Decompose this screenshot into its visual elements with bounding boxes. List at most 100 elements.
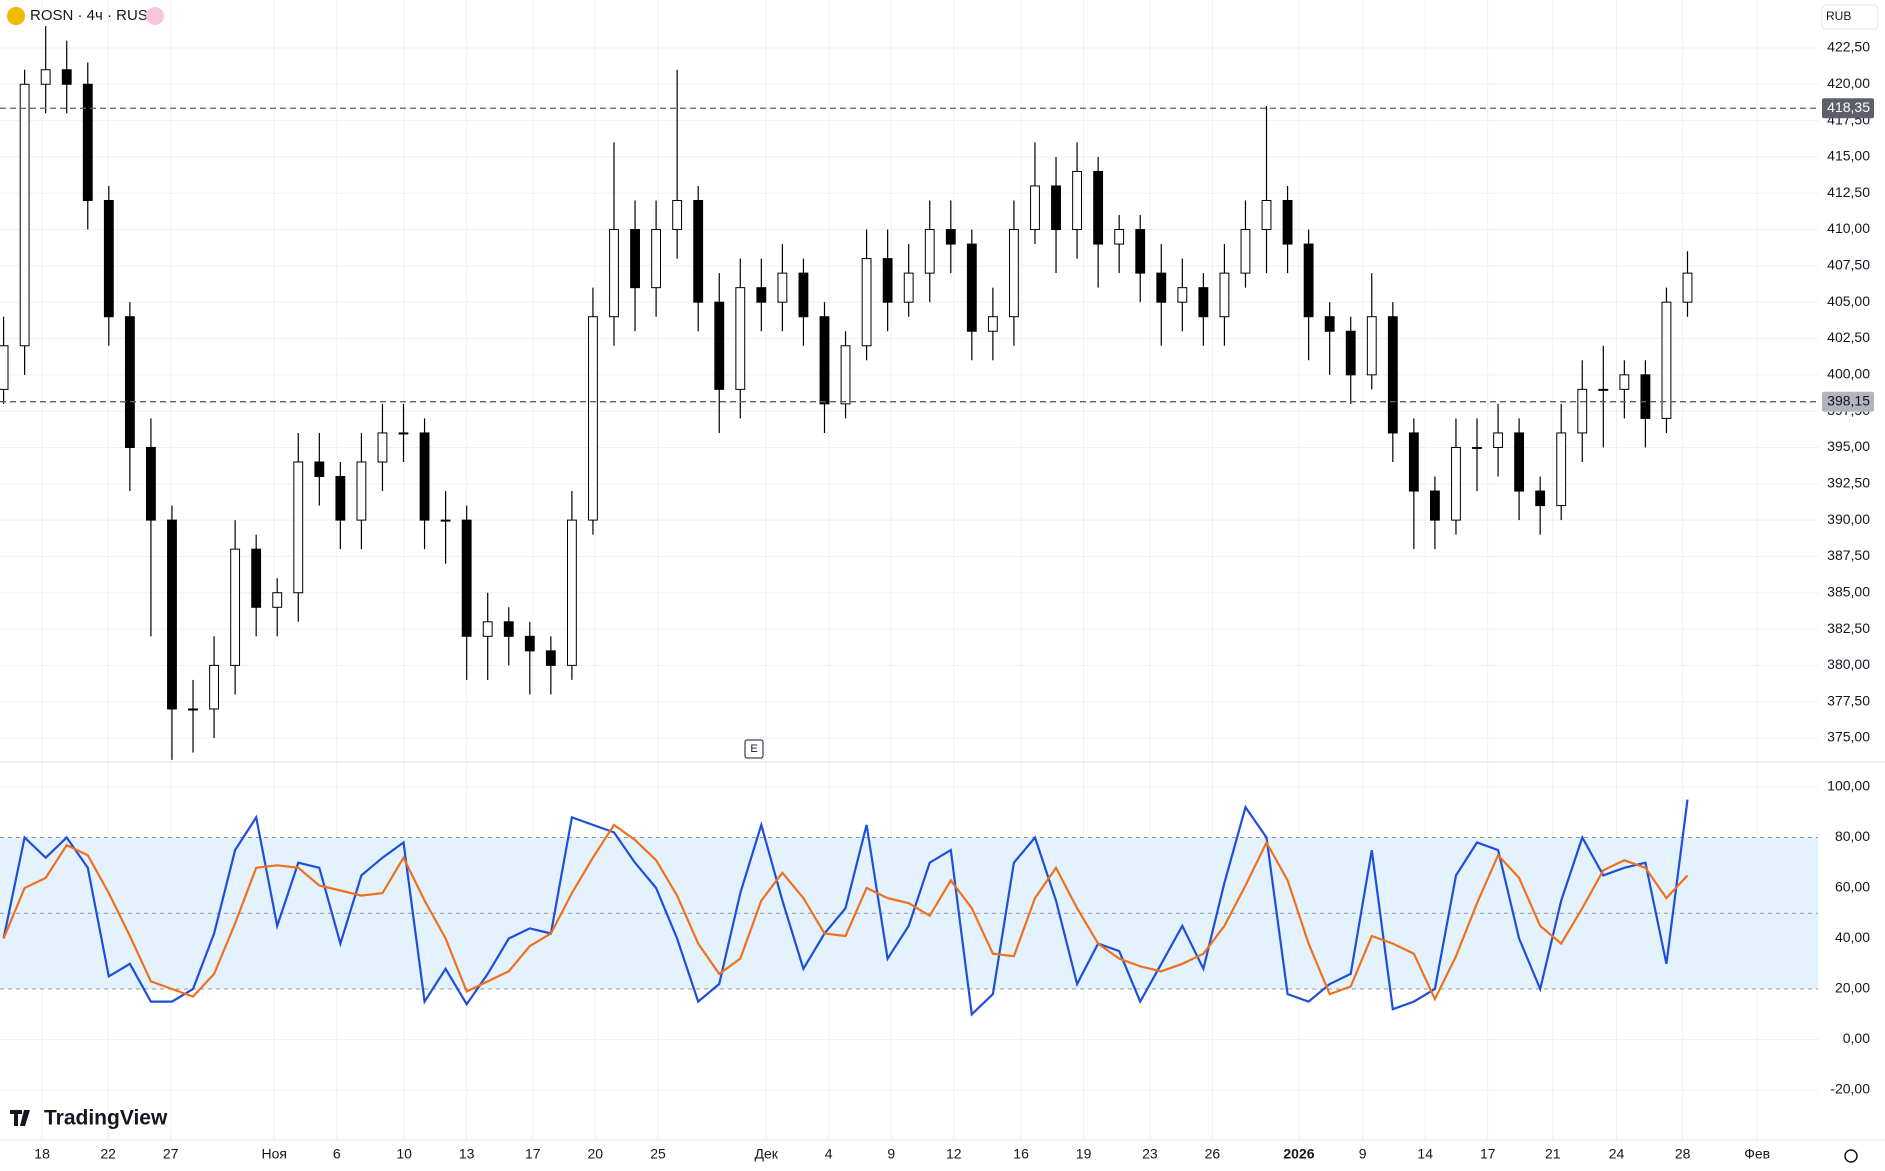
price-line-label-box	[1822, 98, 1874, 119]
candle-body	[167, 519, 177, 710]
x-tick-label: 10	[396, 1146, 412, 1162]
candle-body	[251, 548, 262, 608]
candle-body	[861, 258, 872, 347]
x-tick-label: 9	[887, 1146, 895, 1162]
candle-body	[735, 287, 746, 390]
x-tick-label: 9	[1359, 1146, 1367, 1162]
currency-button[interactable]	[1821, 4, 1879, 30]
watermark: TradingView	[44, 1107, 168, 1130]
y-tick-label: 382,50	[1827, 620, 1870, 636]
candle-body	[19, 83, 30, 347]
y-tick-label: 400,00	[1827, 366, 1870, 382]
candle-body	[440, 519, 451, 522]
x-tick-label: 17	[525, 1146, 541, 1162]
candle-body	[1451, 446, 1461, 521]
candle-body	[945, 229, 956, 245]
x-tick-label: 18	[34, 1146, 50, 1162]
candle-body	[272, 592, 283, 608]
candle-body	[1619, 374, 1630, 390]
indicator-tick-label: 80,00	[1835, 828, 1870, 844]
x-tick-label: 16	[1013, 1146, 1029, 1162]
candle-body	[1240, 229, 1251, 274]
candle-body	[419, 432, 430, 521]
x-tick-label: 12	[946, 1146, 962, 1162]
symbol-title: ROSN · 4ч · RUS	[30, 7, 148, 24]
x-tick-label: 17	[1480, 1146, 1496, 1162]
candle-body	[1387, 316, 1398, 434]
indicator-line	[2, 823, 1689, 1002]
candle-body	[40, 69, 51, 85]
candle-body	[609, 229, 619, 318]
candle-body	[882, 258, 893, 303]
candle-body	[377, 432, 388, 463]
candle-body	[566, 519, 577, 666]
x-tick-label: 24	[1609, 1146, 1625, 1162]
x-tick-label: 20	[587, 1146, 603, 1162]
candle-body	[1156, 272, 1167, 303]
candle-body	[903, 272, 914, 303]
x-tick-label: Ноя	[262, 1146, 287, 1162]
y-tick-label: 392,50	[1827, 474, 1870, 490]
currency-label[interactable]: RUB	[1826, 9, 1851, 23]
candle-body	[1324, 316, 1335, 332]
candle-body	[840, 345, 851, 405]
y-tick-label: 422,50	[1827, 39, 1870, 55]
x-tick-label: 14	[1417, 1146, 1433, 1162]
candle-body	[1429, 490, 1440, 521]
indicator-tick-label: 60,00	[1835, 879, 1870, 895]
status-icon	[146, 7, 164, 25]
x-tick-label: Дек	[754, 1146, 778, 1162]
candle-body	[1177, 287, 1188, 303]
candle-body	[293, 461, 304, 594]
candle-body	[756, 287, 767, 303]
indicator-tick-label: 100,00	[1827, 778, 1870, 794]
candle-body	[335, 476, 346, 521]
x-tick-label: 21	[1545, 1146, 1561, 1162]
candle-body	[1219, 272, 1230, 318]
y-tick-label: 385,00	[1827, 583, 1870, 599]
candle-body	[1282, 199, 1293, 245]
x-tick-label: 6	[333, 1146, 341, 1162]
candle-body	[1366, 316, 1377, 376]
x-tick-label: 19	[1076, 1146, 1092, 1162]
candle-body	[1640, 374, 1651, 419]
candle-body	[124, 316, 135, 448]
symbol-icon	[7, 7, 25, 25]
candle-body	[924, 229, 935, 274]
event-marker-box[interactable]	[744, 739, 764, 759]
candle-body	[1030, 185, 1040, 231]
candle-body	[1408, 432, 1419, 492]
candle-body	[1535, 490, 1546, 507]
y-tick-label: 395,00	[1827, 438, 1870, 454]
y-tick-label: 387,50	[1827, 547, 1870, 563]
x-tick-label: 26	[1205, 1146, 1221, 1162]
y-tick-label: 380,00	[1827, 656, 1870, 672]
y-tick-label: 390,00	[1827, 511, 1870, 527]
candle-body	[1303, 243, 1314, 318]
y-tick-label: 405,00	[1827, 293, 1870, 309]
candle-body	[356, 461, 367, 521]
x-tick-label: 28	[1675, 1146, 1691, 1162]
y-tick-label: 377,50	[1827, 692, 1870, 708]
event-marker[interactable]: E	[750, 743, 757, 755]
candle-body	[0, 345, 9, 390]
candle-body	[651, 229, 662, 289]
y-tick-label: 420,00	[1827, 75, 1870, 91]
settings-button[interactable]	[1844, 1149, 1858, 1163]
y-tick-label: 410,00	[1827, 220, 1870, 236]
candle-body	[82, 83, 93, 201]
candle-body	[461, 519, 472, 637]
plot	[0, 26, 1818, 1017]
y-tick-label: 407,50	[1827, 257, 1870, 273]
x-tick-label: 13	[459, 1146, 475, 1162]
candle-body	[987, 316, 998, 332]
candle-body	[1072, 170, 1082, 231]
candle-body	[209, 664, 219, 710]
indicator-tick-label: 0,00	[1843, 1030, 1870, 1046]
candle-body	[146, 446, 156, 521]
x-tick-label: 25	[650, 1146, 666, 1162]
x-tick-label: 2026	[1283, 1146, 1314, 1162]
candle-body	[188, 708, 198, 711]
candle-body	[1261, 199, 1272, 231]
